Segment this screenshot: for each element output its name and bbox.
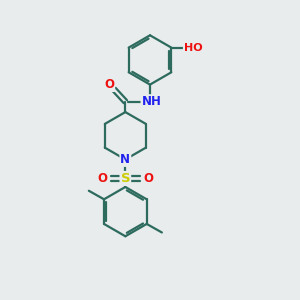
Text: NH: NH [142, 95, 161, 108]
Text: O: O [98, 172, 108, 185]
Text: HO: HO [184, 43, 203, 52]
Text: O: O [104, 78, 114, 91]
Text: S: S [121, 172, 130, 185]
Text: N: N [120, 153, 130, 166]
Text: O: O [143, 172, 153, 185]
